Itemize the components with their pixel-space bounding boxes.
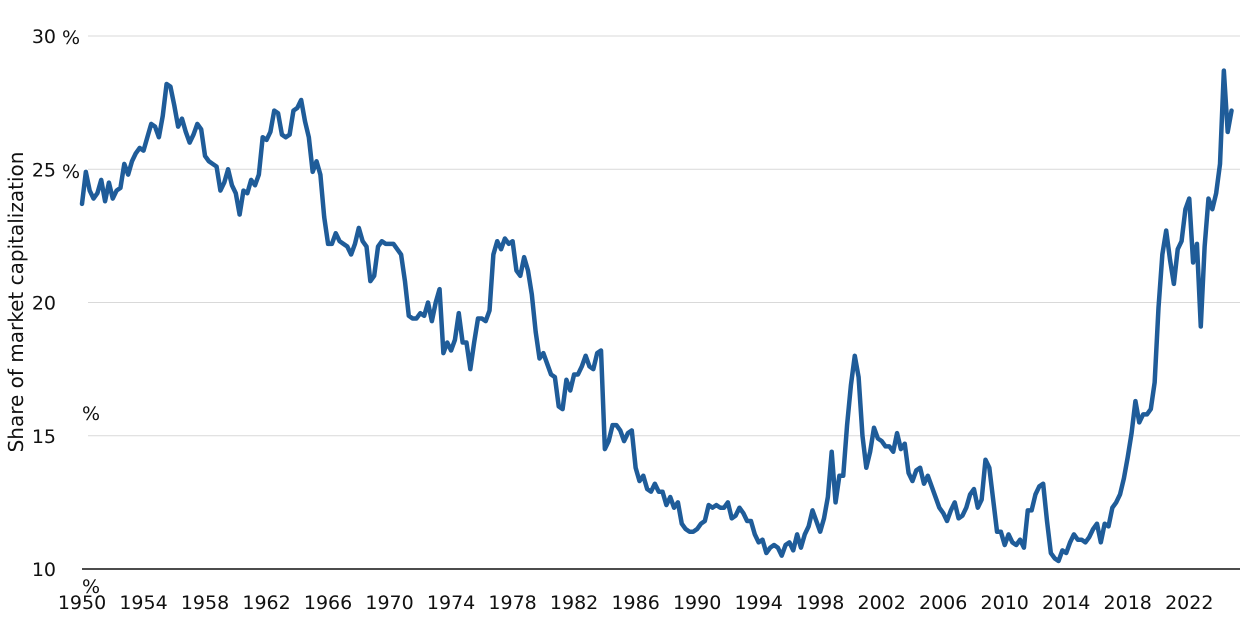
- x-tick-label: 1986: [611, 592, 659, 614]
- x-tick-label: 1962: [242, 592, 290, 614]
- x-tick-label: 2022: [1165, 592, 1213, 614]
- x-tick-label: 1958: [181, 592, 229, 614]
- y-tick-label: 15: [32, 426, 56, 448]
- gridlines: [82, 35, 1240, 570]
- x-tick-label: 1974: [427, 592, 475, 614]
- x-axis-tick-labels: 1950 1954 1958 1962 1966 1970 1974 1978 1982 1986…: [58, 592, 1214, 614]
- y-axis-tick-labels: 10 15 20 25 30%%%%: [32, 26, 100, 598]
- series-layer: [79, 68, 1234, 564]
- x-tick-label: 2010: [981, 592, 1029, 614]
- x-tick-label: 1998: [796, 592, 844, 614]
- x-tick-label: 1990: [673, 592, 721, 614]
- x-tick-label: 2014: [1042, 592, 1090, 614]
- x-tick-label: 1994: [734, 592, 782, 614]
- x-tick-label: 2018: [1104, 592, 1152, 614]
- x-tick-label: 1954: [119, 592, 167, 614]
- x-tick-label: 1950: [58, 592, 106, 614]
- x-tick-label: 2006: [919, 592, 967, 614]
- x-tick-label: 1970: [365, 592, 413, 614]
- x-tick-label: 1978: [488, 592, 536, 614]
- y-unit-label: %: [82, 403, 100, 425]
- x-tick-label: 1966: [304, 592, 352, 614]
- y-tick-label: 20: [32, 293, 56, 315]
- y-tick-label: 25: [32, 159, 56, 181]
- y-unit-label: %: [62, 161, 80, 183]
- y-axis-label: Share of market capitalization: [4, 152, 28, 453]
- y-tick-label: 10: [32, 559, 56, 581]
- x-tick-label: 1982: [550, 592, 598, 614]
- y-tick-label: 30: [32, 26, 56, 48]
- y-unit-label: %: [82, 576, 100, 598]
- x-tick-label: 2002: [858, 592, 906, 614]
- y-unit-label: %: [62, 27, 80, 49]
- series-line: [79, 68, 1234, 564]
